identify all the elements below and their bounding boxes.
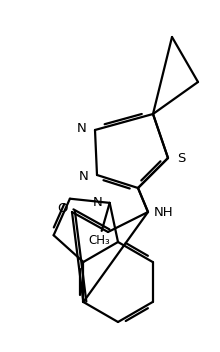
Text: NH: NH (154, 206, 174, 219)
Text: S: S (177, 151, 185, 164)
Text: N: N (79, 170, 89, 183)
Text: N: N (77, 121, 87, 134)
Text: CH₃: CH₃ (89, 234, 111, 247)
Text: O: O (57, 201, 67, 214)
Text: N: N (93, 196, 103, 209)
